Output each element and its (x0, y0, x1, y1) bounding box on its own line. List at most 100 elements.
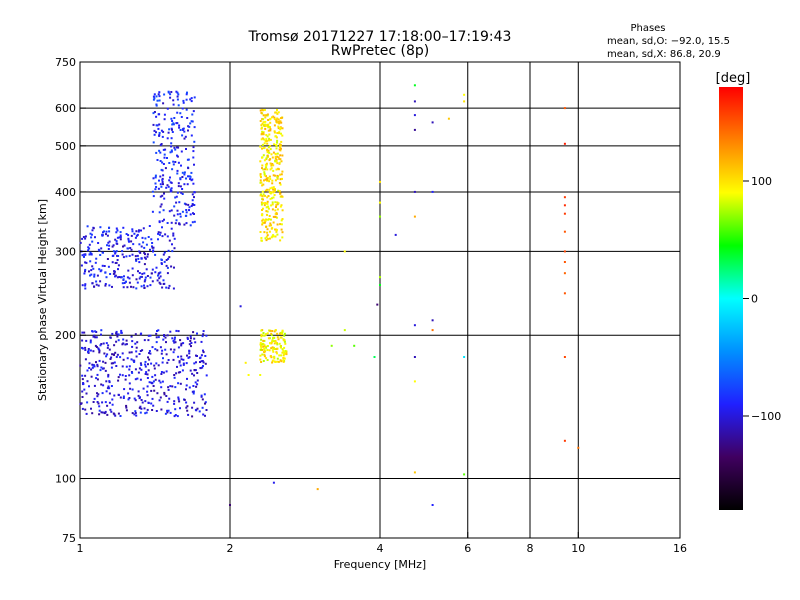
data-point (263, 179, 265, 182)
data-point (272, 186, 275, 189)
data-point (343, 329, 346, 332)
data-point (280, 195, 283, 198)
data-point (279, 120, 282, 123)
data-point (152, 195, 155, 198)
data-point (179, 215, 182, 218)
data-point (156, 349, 159, 352)
data-point (274, 329, 277, 332)
data-point (133, 232, 136, 235)
data-point (91, 412, 94, 415)
data-point (189, 178, 192, 180)
data-point (157, 187, 160, 190)
data-point (116, 276, 119, 279)
data-point (128, 351, 131, 354)
data-point (118, 276, 121, 278)
data-point (267, 176, 269, 179)
data-point (181, 171, 184, 174)
data-point (137, 394, 140, 397)
data-point (154, 271, 157, 274)
data-point (165, 259, 168, 261)
data-point (259, 109, 262, 112)
data-point (177, 371, 180, 374)
data-point (264, 333, 267, 336)
data-point (265, 345, 267, 348)
data-point (170, 265, 173, 268)
data-point (160, 386, 163, 389)
data-point (269, 218, 272, 221)
data-point (187, 356, 190, 359)
data-point (264, 123, 267, 126)
data-point (122, 286, 125, 289)
y-tick-label: 75 (62, 532, 76, 545)
data-point (172, 163, 175, 166)
data-point (88, 243, 91, 246)
data-point (271, 179, 274, 182)
data-point (95, 283, 98, 286)
data-point (282, 339, 285, 342)
data-point (103, 230, 105, 233)
data-point (135, 287, 138, 290)
data-point (139, 411, 142, 414)
data-point (275, 229, 278, 231)
data-point (180, 355, 183, 358)
data-point (189, 213, 192, 216)
data-point (119, 415, 122, 417)
data-point (132, 286, 135, 289)
data-point (79, 241, 82, 244)
x-tick-label: 6 (464, 542, 471, 555)
data-point (279, 345, 282, 348)
data-point (139, 275, 142, 278)
data-point (122, 256, 125, 259)
data-point (89, 341, 92, 344)
data-point (153, 364, 156, 367)
data-point (269, 192, 272, 195)
data-point (191, 221, 194, 224)
data-point (186, 338, 189, 340)
data-point (280, 204, 283, 207)
data-point (161, 380, 164, 383)
data-point (117, 412, 120, 415)
data-point (144, 237, 147, 240)
data-point (128, 368, 131, 371)
data-point (180, 342, 183, 345)
data-point (152, 380, 155, 383)
data-point (267, 218, 270, 221)
data-point (157, 274, 159, 277)
data-point (174, 408, 177, 411)
data-point (270, 341, 273, 344)
data-point (170, 181, 173, 184)
data-point (135, 259, 138, 262)
data-point (138, 243, 141, 246)
data-point (162, 283, 165, 285)
data-point (90, 236, 93, 239)
data-point (147, 356, 149, 359)
data-point (193, 140, 196, 143)
data-point (112, 362, 115, 365)
data-point (177, 161, 180, 164)
data-point (133, 413, 136, 416)
data-point (161, 286, 164, 289)
data-point (152, 385, 155, 387)
data-point (151, 190, 154, 193)
data-point (260, 138, 263, 141)
data-point (276, 208, 279, 211)
data-point (373, 356, 376, 358)
data-point (137, 270, 139, 273)
data-point (177, 330, 180, 333)
data-point (96, 365, 99, 368)
data-point (260, 201, 263, 204)
data-point (163, 153, 166, 156)
data-point (185, 108, 188, 111)
data-point (185, 98, 188, 101)
data-point (99, 226, 102, 229)
data-point (80, 264, 83, 267)
data-point (131, 340, 134, 343)
data-point (114, 351, 117, 354)
data-point (140, 245, 143, 248)
data-point (122, 397, 125, 399)
data-point (170, 127, 173, 130)
data-point (278, 190, 281, 193)
data-point (108, 240, 111, 243)
data-point (280, 132, 282, 135)
data-point (280, 140, 283, 143)
